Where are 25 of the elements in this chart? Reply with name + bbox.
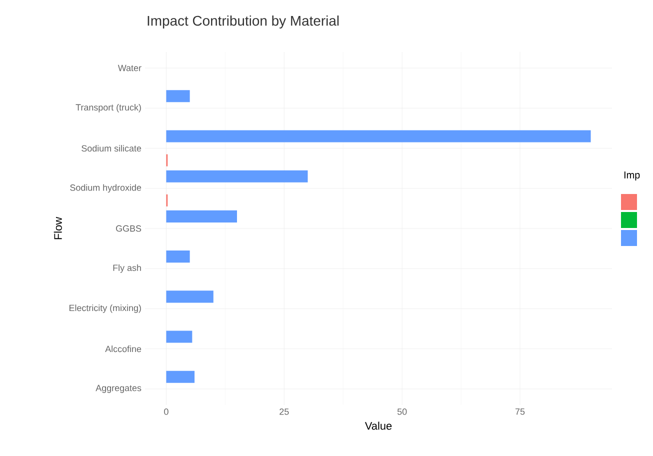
bar xyxy=(166,170,308,182)
bar xyxy=(166,290,214,303)
bar xyxy=(166,330,192,343)
x-axis-title: Value xyxy=(364,422,392,430)
bar xyxy=(166,210,237,222)
y-tick-label: Fly ash xyxy=(113,264,141,273)
x-tick-label: 50 xyxy=(397,408,407,415)
legend-title: Imp xyxy=(624,172,640,180)
bar xyxy=(166,90,190,102)
y-tick-label: GGBS xyxy=(116,225,142,232)
y-tick-label: Aggregates xyxy=(96,384,142,393)
y-tick-label: Sodium hydroxide xyxy=(70,184,142,193)
y-tick-label: Sodium silicate xyxy=(82,144,142,152)
bar xyxy=(166,250,190,263)
y-axis-title: Flow xyxy=(54,216,62,240)
y-tick-label: Transport (truck) xyxy=(76,104,141,112)
x-tick-label: 25 xyxy=(280,408,289,415)
chart-title: Impact Contribution by Material xyxy=(148,15,339,28)
bar xyxy=(166,130,591,142)
bar xyxy=(166,370,195,383)
y-tick-label: Alccofine xyxy=(105,346,142,352)
x-tick-label: 0 xyxy=(164,408,168,415)
y-tick-label: Water xyxy=(118,64,142,72)
y-tick-label: Electricity (mixing) xyxy=(69,304,141,313)
x-tick-label: 75 xyxy=(515,408,525,415)
